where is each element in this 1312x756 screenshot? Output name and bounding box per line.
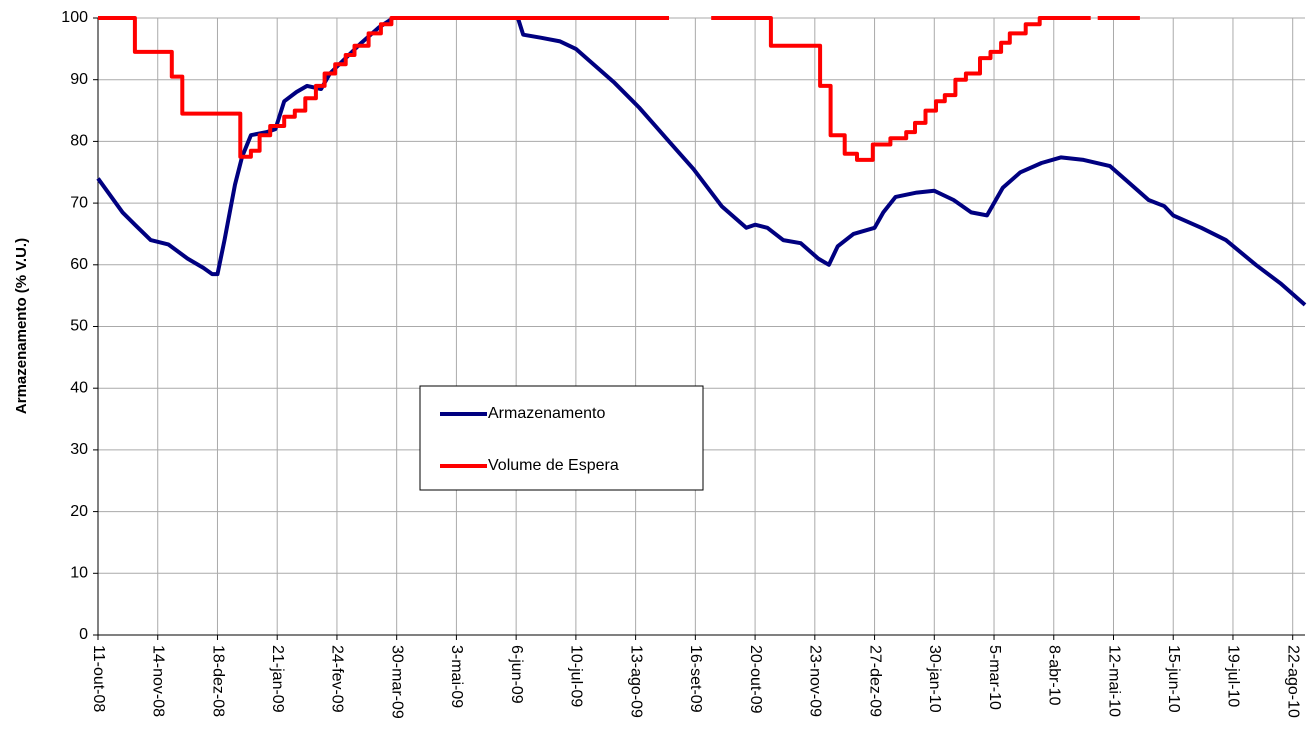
- series-line: [96, 16, 1307, 307]
- x-tick-label: 20-out-09: [747, 645, 764, 714]
- x-tick-label: 21-jan-09: [269, 645, 286, 713]
- legend-label: Armazenamento: [488, 405, 605, 422]
- x-tick-label: 22-ago-10: [1284, 645, 1301, 718]
- x-tick-label: 16-set-09: [687, 645, 704, 713]
- y-tick-label: 0: [79, 626, 88, 643]
- x-tick-label: 11-out-08: [90, 645, 107, 712]
- x-tick-label: 30-jan-10: [926, 645, 943, 713]
- x-tick-label: 18-dez-08: [209, 645, 226, 717]
- x-tick-label: 14-nov-08: [150, 645, 167, 717]
- y-tick-label: 100: [61, 9, 88, 26]
- y-tick-label: 10: [70, 565, 88, 582]
- legend-label: Volume de Espera: [488, 457, 619, 474]
- y-tick-label: 80: [70, 133, 88, 150]
- x-tick-label: 27-dez-09: [866, 645, 883, 717]
- y-tick-label: 40: [70, 379, 88, 396]
- y-tick-label: 60: [70, 256, 88, 273]
- y-tick-label: 70: [70, 194, 88, 211]
- x-tick-label: 30-mar-09: [388, 645, 405, 719]
- x-tick-label: 12-mai-10: [1105, 645, 1122, 717]
- x-tick-label: 3-mai-09: [448, 645, 465, 708]
- x-tick-label: 23-nov-09: [807, 645, 824, 717]
- x-tick-label: 10-jul-09: [568, 645, 585, 707]
- x-tick-label: 6-jun-09: [508, 645, 525, 704]
- x-tick-label: 8-abr-10: [1046, 645, 1063, 706]
- x-tick-label: 24-fev-09: [329, 645, 346, 713]
- y-tick-label: 90: [70, 71, 88, 88]
- y-tick-label: 50: [70, 318, 88, 335]
- y-tick-label: 20: [70, 503, 88, 520]
- x-tick-label: 13-ago-09: [627, 645, 644, 718]
- y-tick-label: 30: [70, 441, 88, 458]
- x-tick-label: 5-mar-10: [986, 645, 1003, 710]
- y-axis-label: Armazenamento (% V.U.): [13, 238, 30, 414]
- x-tick-label: 15-jun-10: [1165, 645, 1182, 713]
- legend-box: [419, 385, 704, 491]
- series-line: [98, 16, 1140, 162]
- x-tick-label: 19-jul-10: [1225, 645, 1242, 707]
